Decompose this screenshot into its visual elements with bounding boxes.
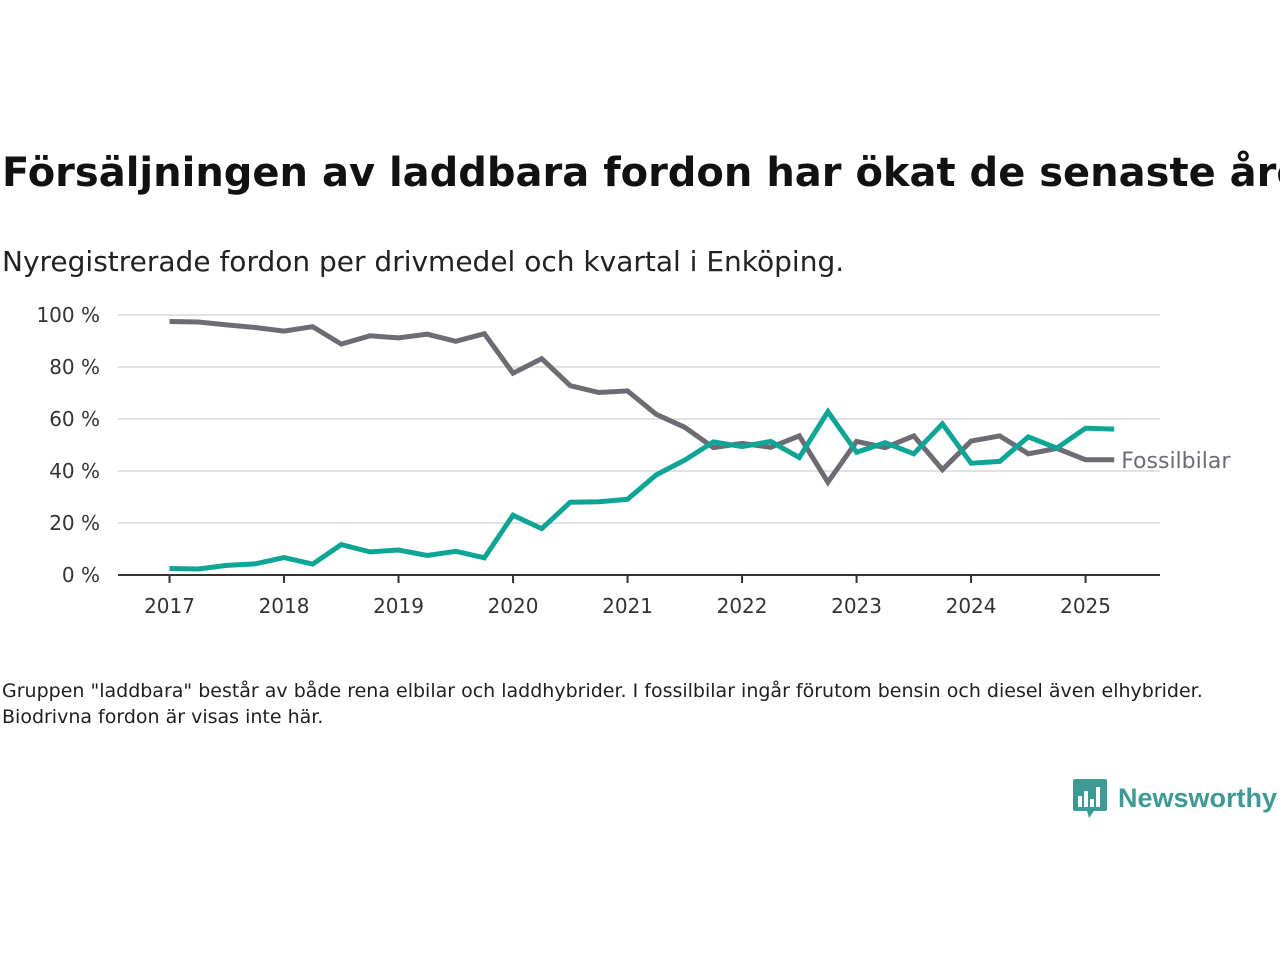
x-tick-label: 2021 <box>602 594 653 618</box>
brand-logo: Newsworthy <box>1072 776 1277 820</box>
x-tick-label: 2020 <box>488 594 539 618</box>
series-label: Fossilbilar <box>1121 449 1231 474</box>
y-tick-label: 100 % <box>36 303 100 327</box>
y-axis-ticks: 0 % 20 % 40 % 60 % 80 % 100 % <box>36 303 100 587</box>
brand-name: Newsworthy <box>1118 782 1278 813</box>
bar-chart-speech-bubble-icon <box>1073 779 1107 818</box>
x-tick-label: 2022 <box>717 594 768 618</box>
chart-footnote: Gruppen "laddbara" består av både rena e… <box>2 680 1203 728</box>
series-line-0 <box>169 319 1115 487</box>
x-tick-label: 2024 <box>946 594 997 618</box>
x-tick-label: 2017 <box>144 594 195 618</box>
x-axis: 2017 2018 2019 2020 2021 2022 2023 2024 2025 <box>118 574 1160 618</box>
line-chart: 0 % 20 % 40 % 60 % 80 % 100 % 2017 2018 2019 202… <box>36 303 1231 618</box>
x-tick-label: 2019 <box>373 594 424 618</box>
y-tick-label: 20 % <box>49 511 100 535</box>
y-tick-label: 40 % <box>49 459 100 483</box>
gridlines <box>118 314 1160 524</box>
chart-title: Försäljningen av laddbara fordon har öka… <box>2 150 1280 196</box>
series-labels: Fossilbilar <box>1121 449 1231 474</box>
series-line-1 <box>169 407 1115 572</box>
y-tick-label: 60 % <box>49 407 100 431</box>
y-tick-label: 80 % <box>49 355 100 379</box>
chart-subtitle: Nyregistrerade fordon per drivmedel och … <box>2 245 845 278</box>
x-tick-label: 2023 <box>831 594 882 618</box>
x-tick-label: 2025 <box>1060 594 1111 618</box>
y-tick-label: 0 % <box>62 563 100 587</box>
x-tick-label: 2018 <box>259 594 310 618</box>
series-lines <box>169 319 1115 572</box>
